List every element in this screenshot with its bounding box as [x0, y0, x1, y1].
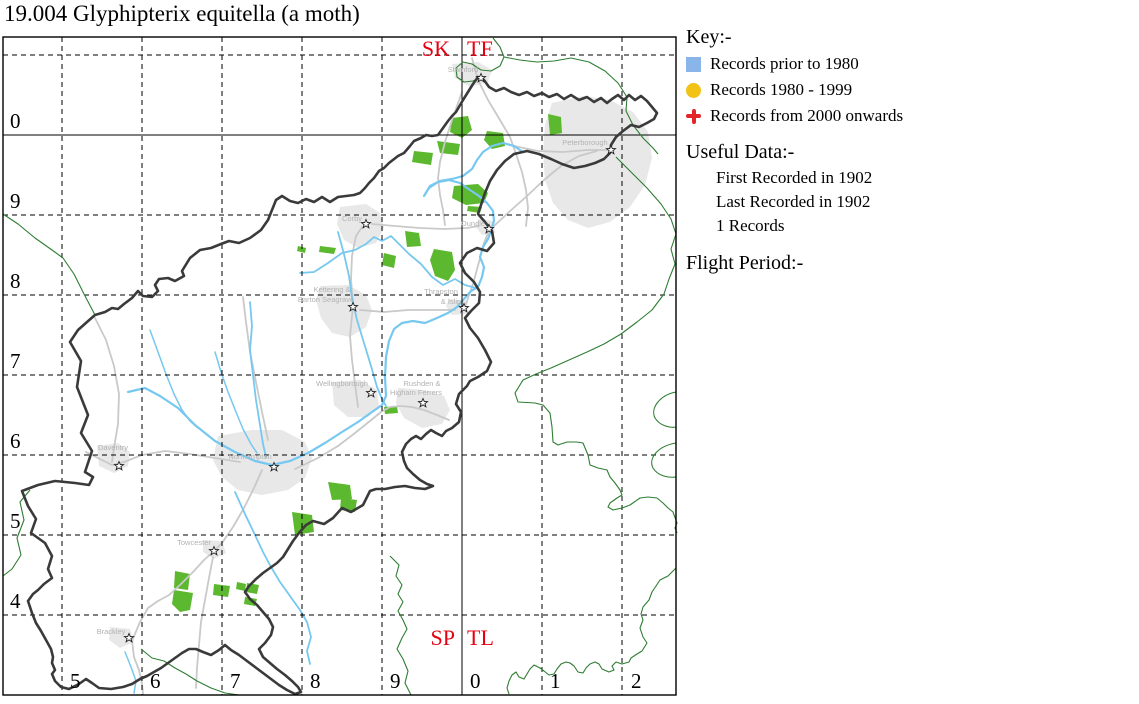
grid-letter-tf: TF — [467, 36, 493, 61]
key-item-1980-1999: Records 1980 - 1999 — [686, 79, 1136, 101]
page-title: 19.004 Glyphipterix equitella (a moth) — [4, 1, 360, 26]
northing-labels: 0 9 8 7 6 5 4 — [10, 109, 21, 613]
axis-label: 9 — [390, 669, 401, 693]
map-border — [2, 36, 677, 696]
town-labels: Stamford Peterborough Corby Oundle Kette… — [97, 65, 608, 636]
town-label: Wellingborough — [316, 379, 368, 388]
town-label: Daventry — [98, 443, 128, 452]
town-label: Kettering & — [313, 285, 350, 294]
axis-label: 0 — [10, 109, 21, 133]
axis-label: 6 — [150, 669, 161, 693]
axis-label: 5 — [10, 509, 21, 533]
easting-labels: 5 6 7 8 9 0 1 2 — [70, 669, 642, 693]
town-label: Stamford — [448, 65, 478, 74]
first-recorded-text: First Recorded in 1902 — [716, 168, 873, 187]
axis-label: 4 — [10, 589, 21, 613]
axis-label: 7 — [230, 669, 241, 693]
last-recorded-text: Last Recorded in 1902 — [716, 192, 871, 211]
key-item-2000-onwards: Records from 2000 onwards — [686, 105, 1136, 127]
town-label: Brackley — [97, 627, 126, 636]
town-label: Barton Seagrave — [298, 295, 354, 304]
key-item-label: Records prior to 1980 — [710, 54, 859, 73]
axis-label: 5 — [70, 669, 81, 693]
axis-label: 8 — [10, 269, 21, 293]
key-item-label: Records 1980 - 1999 — [710, 80, 853, 99]
record-count-text: 1 Records — [716, 216, 785, 235]
yellow-circle-icon — [686, 82, 710, 98]
info-panel: Key:- Records prior to 1980 Records 1980… — [686, 26, 1136, 279]
axis-label: 1 — [550, 669, 561, 693]
town-label: Towcester — [177, 538, 211, 547]
axis-label: 9 — [10, 189, 21, 213]
useful-data-heading: Useful Data:- — [686, 141, 795, 163]
town-label: Thrapston — [424, 287, 458, 296]
grid-letter-tl: TL — [467, 625, 494, 650]
key-item-prior-1980: Records prior to 1980 — [686, 53, 1136, 75]
flight-period-heading: Flight Period:- — [686, 252, 804, 274]
axis-label: 0 — [470, 669, 481, 693]
axis-label: 6 — [10, 429, 21, 453]
town-label: Northampton — [228, 452, 271, 461]
town-label: Oundle — [461, 219, 485, 228]
town-label: Corby — [342, 214, 362, 223]
key-heading: Key:- — [686, 26, 732, 48]
key-item-label: Records from 2000 onwards — [710, 106, 904, 125]
vice-county-boundary — [2, 37, 678, 696]
town-label: Peterborough — [562, 138, 607, 147]
town-label: & Islip — [441, 297, 461, 306]
os-grid-lines — [3, 37, 676, 695]
town-label: Higham Ferrers — [390, 388, 442, 397]
blue-square-icon — [686, 56, 710, 72]
axis-label: 2 — [631, 669, 642, 693]
grid-letter-sk: SK — [422, 36, 450, 61]
town-label: Rushden & — [403, 379, 440, 388]
grid-letter-sp: SP — [431, 625, 455, 650]
rivers — [124, 141, 525, 694]
axis-label: 7 — [10, 349, 21, 373]
grid-square-letters: SK TF SP TL — [422, 36, 494, 650]
red-cross-icon — [686, 108, 710, 124]
axis-label: 8 — [310, 669, 321, 693]
county-boundary — [20, 75, 659, 696]
